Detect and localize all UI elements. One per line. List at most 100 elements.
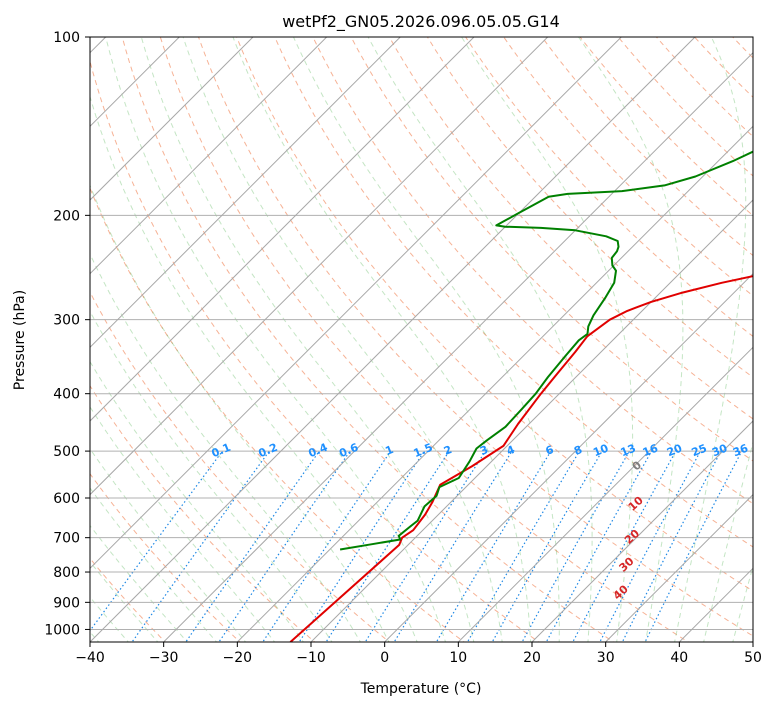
x-tick-label: 40 — [670, 650, 688, 666]
moist-adiabat-line — [461, 37, 634, 642]
moist-adiabat-line — [90, 406, 276, 642]
dry-adiabat-line — [465, 37, 753, 338]
moist-adiabat-lines — [90, 37, 753, 642]
isotherm-gridline — [90, 37, 696, 642]
isotherm-gridline — [162, 51, 753, 642]
moist-adiabat-line — [232, 37, 532, 642]
isotherm-gridline — [457, 346, 753, 642]
sounding-profiles — [289, 150, 753, 642]
background-line-labels: 0.10.20.40.611.52346810131620253036-100-… — [210, 386, 753, 602]
isotherm-gridline — [383, 272, 753, 642]
isotherm-gridline — [90, 37, 549, 496]
moist-adiabat-line — [90, 360, 305, 642]
mixing-ratio-line — [393, 450, 513, 642]
moist-adiabat-line — [90, 95, 418, 642]
mixing-ratio-line — [325, 450, 450, 642]
mixing-ratio-label: 10 — [591, 441, 610, 459]
isotherm-gridlines — [90, 37, 753, 642]
y-tick-label: 1000 — [44, 622, 80, 638]
mixing-ratio-label: 30 — [710, 441, 729, 459]
moist-adiabat-line — [140, 37, 475, 642]
moist-adiabat-line — [90, 560, 159, 642]
mixing-ratio-label: 3 — [478, 443, 490, 458]
mixing-ratio-label: 2 — [442, 443, 454, 458]
moist-adiabat-line — [105, 37, 447, 642]
isotherm-gridline — [90, 37, 402, 349]
mixing-ratio-label: 25 — [690, 442, 709, 460]
plot-frame — [89, 36, 754, 643]
y-tick-label: 100 — [53, 30, 80, 46]
dewpoint-profile-line — [339, 150, 753, 551]
moist-adiabat-line — [90, 310, 333, 642]
y-tick-label: 800 — [53, 565, 80, 581]
isotherm-gridline — [90, 37, 475, 422]
mixing-ratio-label: 16 — [641, 441, 660, 459]
mixing-ratio-line — [90, 450, 223, 632]
moist-adiabat-line — [292, 37, 560, 642]
x-tick-label: −40 — [75, 650, 105, 666]
mixing-ratio-label: 13 — [619, 442, 638, 460]
x-tick-label: 0 — [380, 650, 389, 666]
moist-adiabat-line — [90, 447, 247, 642]
y-tick-label: 400 — [53, 387, 80, 403]
y-axis-label: Pressure (hPa) — [12, 290, 28, 390]
x-tick-label: 30 — [597, 650, 615, 666]
x-tick-label: 20 — [523, 650, 541, 666]
mixing-ratio-line — [218, 450, 351, 642]
moist-adiabat-line — [90, 524, 188, 642]
mixing-ratio-line — [572, 450, 677, 642]
mixing-ratio-line — [262, 450, 392, 642]
isotherm-gridline — [604, 493, 753, 642]
moist-adiabat-line — [732, 564, 753, 642]
moist-adiabat-line — [367, 37, 593, 642]
moist-adiabat-line — [90, 252, 362, 642]
mixing-ratio-line — [185, 450, 320, 642]
moist-adiabat-line — [90, 184, 390, 642]
dry-adiabat-line — [90, 472, 241, 642]
moist-adiabat-line — [182, 37, 503, 642]
moist-adiabat-line — [703, 440, 753, 642]
y-tick-label: 200 — [53, 208, 80, 224]
mixing-ratio-label: 1 — [383, 443, 395, 458]
dry-adiabat-line — [388, 37, 753, 420]
mixing-ratio-line — [131, 450, 270, 642]
mixing-ratio-label: 8 — [572, 443, 584, 458]
dry-adiabat-line — [90, 59, 540, 642]
moist-adiabat-line — [577, 37, 684, 642]
x-axis-label: Temperature (°C) — [360, 681, 482, 697]
moist-adiabat-line — [674, 37, 747, 642]
plot-area: 0.10.20.40.611.52346810131620253036-100-… — [90, 37, 753, 642]
isotherm-gridline — [90, 37, 328, 275]
mixing-ratio-line — [466, 450, 580, 642]
mixing-ratio-line — [599, 450, 702, 642]
mixing-ratio-label: 20 — [665, 441, 684, 459]
y-tick-label: 900 — [53, 595, 80, 611]
isobar-gridlines — [90, 37, 753, 630]
x-tick-label: −20 — [223, 650, 253, 666]
moist-adiabat-line — [90, 487, 218, 642]
x-tick-label: −10 — [296, 650, 326, 666]
y-tick-label: 600 — [53, 491, 80, 507]
temperature-profile-line — [289, 275, 753, 642]
dry-adiabat-line — [197, 37, 753, 637]
isotherm-gridline — [236, 125, 753, 642]
y-tick-label: 500 — [53, 444, 80, 460]
x-tick-label: −30 — [149, 650, 179, 666]
isotherm-gridline — [531, 420, 753, 642]
mixing-ratio-line — [621, 450, 722, 642]
isotherm-gridline — [90, 37, 254, 201]
mixing-ratio-label: 36 — [731, 441, 750, 459]
isotherm-gridline — [310, 199, 753, 642]
x-tick-label: 50 — [744, 650, 762, 666]
dry-adiabat-line — [350, 37, 753, 462]
axis-ticks: −40 −30 −20 −10 0 10 20 30 40 50 1000 900 800 700 600 5… — [44, 30, 762, 666]
x-tick-label: 10 — [449, 650, 467, 666]
y-tick-label: 700 — [53, 531, 80, 547]
y-tick-label: 300 — [53, 313, 80, 329]
isotherm-gridline — [90, 37, 623, 570]
chart-title: wetPf2_GN05.2026.096.05.05.G14 — [282, 12, 560, 32]
mixing-ratio-lines — [90, 450, 743, 642]
dry-adiabat-line — [90, 186, 465, 642]
